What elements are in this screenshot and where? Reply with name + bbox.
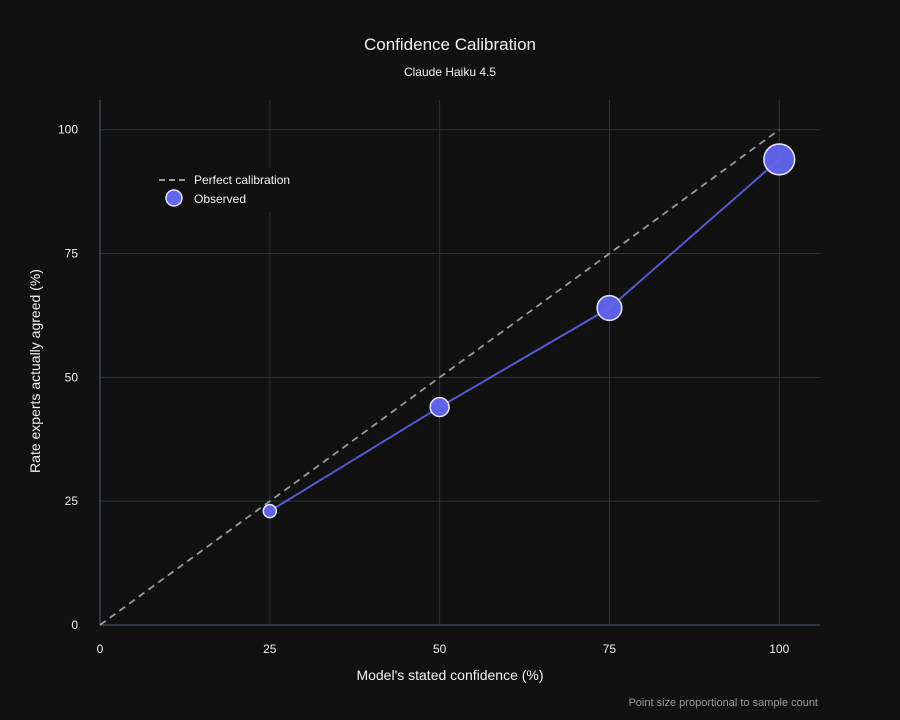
legend-label-observed: Observed <box>194 192 246 206</box>
y-tick-label: 25 <box>65 494 79 508</box>
x-tick-label: 0 <box>97 642 104 656</box>
legend: Perfect calibration Observed <box>150 168 310 212</box>
observed-point <box>429 396 450 418</box>
axis-ticks: 0 25 50 75 100 0 25 50 75 100 <box>58 123 790 656</box>
series <box>99 128 796 626</box>
footnote: Point size proportional to sample count <box>628 697 818 709</box>
observed-point <box>596 294 623 322</box>
legend-label-perfect-calibration: Perfect calibration <box>194 173 290 187</box>
x-axis-label: Model's stated confidence (%) <box>356 667 543 683</box>
observed-line <box>269 158 780 512</box>
chart-subtitle: Claude Haiku 4.5 <box>404 65 496 79</box>
x-tick-label: 50 <box>433 642 447 656</box>
legend-swatch-observed <box>165 189 183 207</box>
x-tick-label: 25 <box>263 642 277 656</box>
grid <box>99 100 820 626</box>
y-axis-label: Rate experts actually agreed (%) <box>27 269 43 473</box>
y-tick-label: 0 <box>71 618 78 632</box>
observed-point <box>763 143 796 176</box>
x-tick-label: 100 <box>769 642 789 656</box>
chart-title: Confidence Calibration <box>364 35 536 54</box>
y-tick-label: 100 <box>58 123 78 137</box>
perfect-calibration-line <box>99 128 780 626</box>
y-tick-label: 50 <box>65 370 79 384</box>
x-tick-label: 75 <box>603 642 617 656</box>
y-tick-label: 75 <box>65 247 79 261</box>
observed-point <box>262 503 278 519</box>
